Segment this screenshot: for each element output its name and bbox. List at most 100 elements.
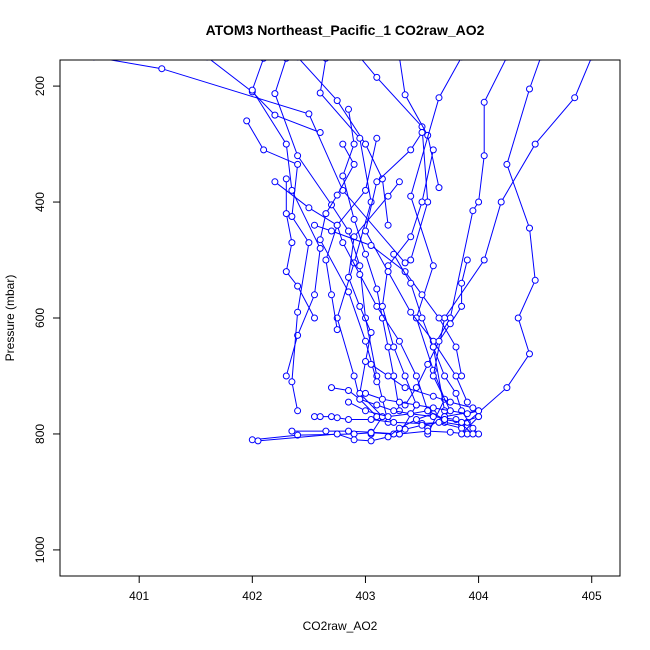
series-3 (295, 60, 392, 229)
data-point (367, 416, 375, 423)
data-point (429, 404, 437, 412)
data-point (418, 129, 426, 136)
data-point (322, 427, 330, 435)
y-tick-label: 600 (33, 308, 47, 328)
data-point (305, 239, 313, 247)
data-point (571, 94, 579, 102)
series-8 (463, 60, 543, 426)
data-point (418, 314, 426, 322)
data-point (390, 250, 398, 258)
data-point (205, 60, 210, 61)
data-point (345, 387, 352, 394)
x-axis-label: CO2raw_AO2 (303, 619, 378, 633)
data-point (356, 395, 364, 403)
y-tick-label: 200 (33, 76, 47, 96)
y-axis-label: Pressure (mbar) (3, 275, 17, 362)
data-point (412, 384, 420, 392)
data-point (367, 242, 375, 249)
series-30 (328, 384, 477, 438)
data-point (248, 86, 256, 94)
data-point (418, 421, 426, 429)
data-point (311, 291, 318, 299)
data-point (367, 429, 375, 437)
data-point (435, 184, 443, 192)
series-22 (311, 221, 466, 380)
data-point (441, 407, 449, 415)
y-tick-label: 400 (33, 192, 47, 212)
data-point (333, 430, 341, 438)
x-tick-label: 403 (355, 589, 375, 603)
data-point (373, 401, 381, 409)
data-point (424, 427, 432, 435)
data-point (435, 314, 443, 322)
data-point (316, 244, 324, 252)
data-point (328, 291, 335, 299)
data-point (288, 239, 296, 247)
series-line (210, 60, 321, 133)
data-point (458, 372, 466, 380)
data-point (373, 134, 381, 142)
data-point (356, 389, 364, 397)
data-point (356, 262, 364, 270)
data-point (384, 372, 392, 380)
data-point (328, 384, 335, 392)
data-point (589, 60, 594, 61)
data-point (459, 60, 464, 61)
series-32 (345, 398, 483, 438)
data-point (294, 282, 302, 290)
data-point (395, 178, 403, 186)
data-point (401, 91, 409, 99)
y-tick-label: 800 (33, 424, 47, 444)
data-point (412, 401, 420, 409)
data-point (463, 410, 471, 418)
data-point (282, 175, 290, 183)
data-point (469, 207, 477, 215)
data-point (458, 418, 466, 426)
series-line (342, 109, 400, 411)
series-line (246, 120, 310, 411)
series-29 (254, 410, 449, 445)
data-point (288, 213, 296, 220)
data-point (316, 236, 324, 244)
x-tick-label: 402 (242, 589, 262, 603)
plot-area (91, 60, 594, 445)
data-point (248, 436, 256, 444)
x-tick-label: 401 (129, 589, 149, 603)
data-point (407, 308, 415, 316)
data-point (305, 204, 313, 212)
series-line (399, 60, 440, 188)
data-point (503, 384, 511, 392)
data-point (356, 302, 364, 310)
data-point (480, 256, 488, 264)
data-point (463, 256, 471, 264)
series-line (319, 143, 378, 382)
data-point (367, 329, 375, 336)
data-point (458, 279, 466, 287)
data-point (526, 85, 533, 93)
series-31 (362, 389, 483, 418)
data-point (469, 404, 477, 412)
data-point (350, 160, 358, 168)
series-23 (401, 256, 471, 409)
data-point (397, 60, 402, 61)
y-tick-label: 1000 (33, 536, 47, 563)
data-point (357, 60, 362, 61)
data-point (429, 146, 437, 154)
data-point (350, 430, 358, 438)
data-point (288, 427, 296, 435)
series-15 (316, 140, 381, 386)
series-5 (397, 60, 443, 192)
data-point (412, 372, 420, 380)
series-line (251, 60, 321, 377)
data-point (294, 160, 302, 168)
data-point (378, 395, 386, 403)
data-point (384, 433, 392, 441)
data-point (271, 90, 279, 98)
data-point (367, 437, 375, 445)
data-point (395, 407, 403, 415)
series-line (466, 60, 541, 423)
data-point (350, 140, 358, 148)
data-point (526, 350, 533, 358)
data-point (395, 398, 403, 406)
data-point (345, 416, 352, 423)
